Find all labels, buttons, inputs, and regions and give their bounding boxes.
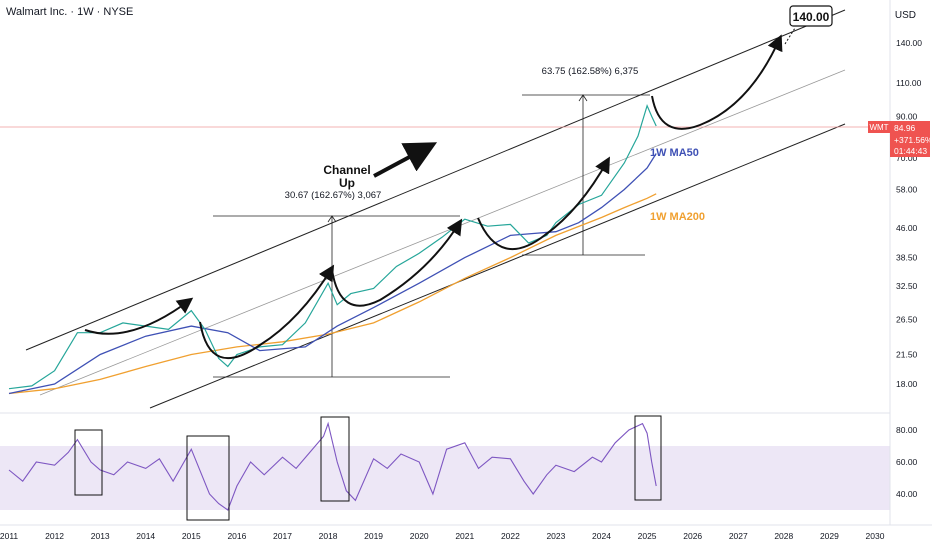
curve-arrow-4: [477, 156, 610, 251]
price-tick-label: 58.00: [896, 185, 918, 195]
rsi-box-1: [74, 429, 103, 496]
rsi-band: [0, 446, 890, 510]
price-tag-change: +371.56%: [894, 135, 932, 145]
channel-middle-line: [39, 69, 846, 396]
rsi-box-2: [186, 435, 230, 521]
target-callout-text: 140.00: [793, 10, 830, 24]
measure-label-2: 63.75 (162.58%) 6,375: [542, 66, 639, 77]
year-tick-label: 2023: [546, 531, 565, 541]
year-tick-label: 2024: [592, 531, 611, 541]
year-tick-label: 2011: [0, 531, 18, 541]
year-tick-label: 2017: [273, 531, 292, 541]
year-tick-label: 2021: [455, 531, 474, 541]
year-tick-label: 2015: [182, 531, 201, 541]
price-tag-value: 84.96: [894, 123, 916, 133]
curve-arrow-2: [199, 264, 335, 360]
price-tick-label: 18.00: [896, 379, 918, 389]
channel-label-line2: Up: [339, 176, 355, 190]
rsi-tick-label: 60.00: [896, 457, 918, 467]
rsi-axis-ticks: 80.00 60.00 40.00: [896, 425, 918, 499]
year-tick-label: 2027: [729, 531, 748, 541]
year-tick-label: 2022: [501, 531, 520, 541]
curve-arrow-5: [651, 34, 783, 130]
price-axis-ticks: 140.00 110.00 90.00 70.00 58.00 46.00 38.50 32.…: [896, 38, 922, 389]
rsi-tick-label: 40.00: [896, 489, 918, 499]
price-tick-label: 21.50: [896, 350, 918, 360]
price-tick-label: 90.00: [896, 111, 918, 121]
price-tick-label: 38.50: [896, 253, 918, 263]
ma50-line-group: [8, 153, 657, 395]
rsi-line-group: [8, 421, 657, 511]
rsi-tick-label: 80.00: [896, 425, 918, 435]
ma200-label: 1W MA200: [650, 211, 705, 223]
measure-box-1: [213, 215, 460, 378]
price-tick-label: 46.00: [896, 223, 918, 233]
price-tag-countdown: 01:44:43: [894, 146, 927, 156]
rsi-line: [8, 421, 657, 511]
year-tick-label: 2019: [364, 531, 383, 541]
year-tick-label: 2028: [774, 531, 793, 541]
price-tick-label: 32.50: [896, 281, 918, 291]
price-tag-symbol: WMT: [869, 123, 888, 132]
year-tick-label: 2025: [638, 531, 657, 541]
channel-upper-line: [25, 9, 846, 351]
target-callout-box: [789, 5, 833, 27]
ma200-line: [8, 193, 657, 395]
year-tick-label: 2029: [820, 531, 839, 541]
price-line: [8, 103, 657, 390]
callout-connector: [784, 27, 796, 45]
year-tick-label: 2013: [91, 531, 110, 541]
year-tick-label: 2018: [319, 531, 338, 541]
chart-title: Walmart Inc. · 1W · NYSE: [6, 6, 134, 18]
ma200-line-group: [8, 193, 657, 395]
year-tick-label: 2012: [45, 531, 64, 541]
rsi-box-3: [320, 416, 350, 502]
channel-lower-line: [149, 123, 846, 409]
price-tick-label: 110.00: [896, 78, 922, 88]
year-tick-label: 2016: [227, 531, 246, 541]
measure-label-1: 30.67 (162.67%) 3,067: [285, 190, 382, 201]
year-tick-label: 2030: [866, 531, 885, 541]
curve-arrow-1: [84, 297, 194, 335]
price-tick-label: 26.50: [896, 315, 918, 325]
price-tick-label: 70.00: [896, 153, 918, 163]
ma50-line: [8, 153, 657, 395]
price-tag[interactable]: WMT 84.96 +371.56% 01:44:43: [868, 121, 932, 157]
rsi-highlight-boxes: [74, 415, 662, 521]
year-tick-label: 2020: [410, 531, 429, 541]
rsi-box-4: [634, 415, 662, 501]
time-axis-ticks: 2011 2012 2013 2014 2015 2016 2017 2018 2019 2020…: [0, 531, 885, 541]
year-tick-label: 2014: [136, 531, 155, 541]
channel-label-line1: Channel: [323, 163, 370, 177]
measure-box-2: [522, 94, 650, 256]
currency-label[interactable]: USD: [894, 10, 916, 21]
ma50-label: 1W MA50: [650, 147, 699, 159]
price-tick-label: 140.00: [896, 38, 922, 48]
year-tick-label: 2026: [683, 531, 702, 541]
projection-arrows: [84, 34, 783, 360]
channel-up-arrow: [373, 142, 438, 178]
price-line-group: [8, 103, 657, 390]
curve-arrow-3: [331, 218, 463, 307]
